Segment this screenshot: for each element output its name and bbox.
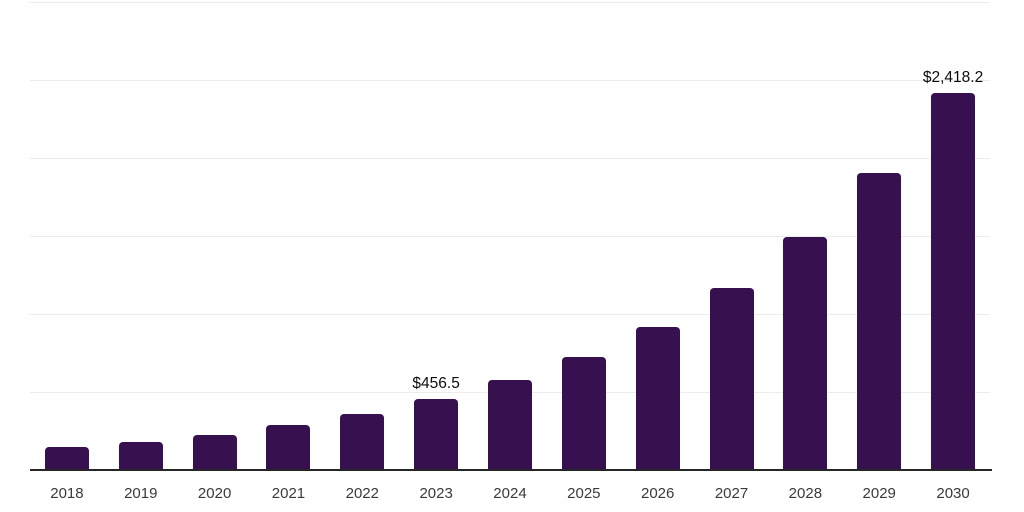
bars-container: $456.5 $2,418.2 xyxy=(30,2,990,470)
bar-2029 xyxy=(857,173,902,470)
bar-value-label-2023: $456.5 xyxy=(412,374,460,392)
bar-value-label-2030: $2,418.2 xyxy=(922,68,984,86)
bar-slot-2029 xyxy=(842,2,916,470)
bar-2025 xyxy=(561,356,606,470)
bar-2030 xyxy=(931,92,976,470)
x-axis-tick-label-2026: 2026 xyxy=(640,485,675,502)
bar-slot-2025 xyxy=(547,2,621,470)
bar-2019 xyxy=(118,442,163,470)
bar-2020 xyxy=(192,435,237,470)
x-axis-tick-label-2020: 2020 xyxy=(197,485,232,502)
bar-slot-2019 xyxy=(104,2,178,470)
bar-2026 xyxy=(635,326,680,470)
bar-slot-2028 xyxy=(768,2,842,470)
x-axis-line xyxy=(30,469,992,471)
gridline-1500 xyxy=(30,236,990,237)
gridline-2500 xyxy=(30,80,990,81)
bar-slot-2020 xyxy=(178,2,252,470)
x-axis-tick-labels: 2018 2019 2020 2021 2022 2023 2024 2025 2026 2027… xyxy=(30,485,990,502)
x-axis-tick-label-2028: 2028 xyxy=(788,485,823,502)
x-axis-tick-label-2029: 2029 xyxy=(862,485,896,502)
gridline-3000 xyxy=(30,2,990,3)
bar-slot-2024 xyxy=(473,2,547,470)
bar-2018 xyxy=(44,447,89,470)
x-axis-tick-label-2018: 2018 xyxy=(50,485,84,502)
bar-slot-2022 xyxy=(325,2,399,470)
x-axis-tick-label-2027: 2027 xyxy=(714,485,749,502)
plot-area: $456.5 $2,418.2 xyxy=(30,2,990,470)
x-axis-tick-label-2022: 2022 xyxy=(345,485,379,502)
x-axis-tick-label-2025: 2025 xyxy=(567,485,601,502)
gridline-1000 xyxy=(30,314,990,315)
bar-2024 xyxy=(487,379,532,470)
bar-2027 xyxy=(709,287,754,470)
x-axis-tick-label-2019: 2019 xyxy=(124,485,158,502)
bar-slot-2018 xyxy=(30,2,104,470)
x-axis-tick-label-2021: 2021 xyxy=(271,485,306,502)
bar-slot-2030: $2,418.2 xyxy=(916,2,990,470)
bar-slot-2021 xyxy=(252,2,326,470)
bar-2023 xyxy=(414,398,459,470)
x-axis-tick-label-2024: 2024 xyxy=(493,485,527,502)
bar-slot-2026 xyxy=(621,2,695,470)
bar-2022 xyxy=(340,413,385,470)
x-axis-tick-label-2030: 2030 xyxy=(936,485,970,502)
bar-slot-2023: $456.5 xyxy=(399,2,473,470)
gridline-2000 xyxy=(30,158,990,159)
bar-2028 xyxy=(783,237,828,470)
x-axis-tick-label-2023: 2023 xyxy=(419,485,453,502)
bar-slot-2027 xyxy=(695,2,769,470)
bar-2021 xyxy=(266,425,311,470)
